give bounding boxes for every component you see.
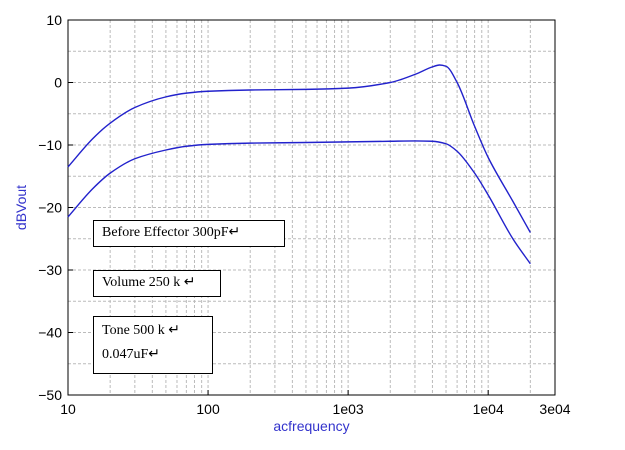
y-axis-label: dBVout (13, 185, 29, 230)
annotation-line: 0.047uF↵ (102, 347, 161, 362)
series-line-1 (67, 64, 531, 233)
annotation-tone: Tone 500 k ↵ 0.047uF↵ (93, 316, 213, 374)
annotation-volume: Volume 250 k ↵ (93, 270, 221, 297)
annotation-before-effector: Before Effector 300pF↵ (93, 220, 285, 247)
y-tick-label: 0 (54, 75, 62, 91)
x-tick-label: 10 (60, 401, 76, 417)
x-tick-label: 1e04 (473, 401, 504, 417)
y-tick-label: 10 (46, 12, 62, 28)
series-lines (67, 64, 531, 265)
y-tick-label: −30 (38, 262, 62, 278)
annotation-line: Before Effector 300pF↵ (102, 225, 241, 240)
x-tick-label: 1e03 (333, 401, 364, 417)
annotation-line: Tone 500 k ↵ (102, 323, 181, 338)
series-line-2 (67, 140, 531, 265)
x-tick-label: 3e04 (539, 401, 570, 417)
y-tick-label: −40 (38, 325, 62, 341)
y-tick-label: −20 (38, 200, 62, 216)
annotation-line: Volume 250 k ↵ (102, 275, 196, 290)
y-tick-label: −50 (38, 387, 62, 403)
y-tick-label: −10 (38, 137, 62, 153)
x-tick-label: 100 (196, 401, 220, 417)
x-axis-label: acfrequency (273, 418, 349, 434)
